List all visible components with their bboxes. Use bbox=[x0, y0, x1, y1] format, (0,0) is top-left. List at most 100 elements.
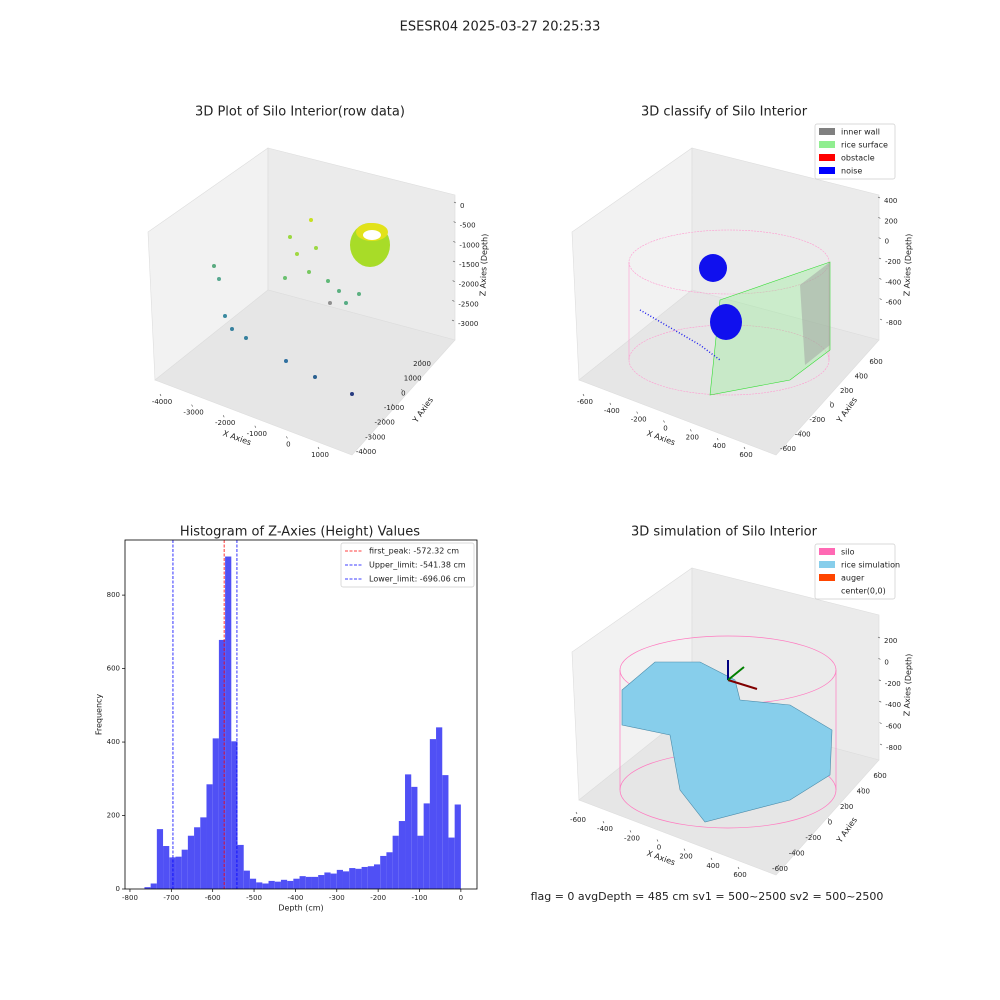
tick-mark bbox=[452, 280, 455, 282]
tick-mark bbox=[844, 802, 846, 805]
x-tick-label: 600 bbox=[739, 451, 752, 459]
x-tick-label: -100 bbox=[412, 894, 428, 902]
hist-bar bbox=[398, 821, 406, 889]
tick-mark bbox=[410, 374, 412, 376]
hist-bar bbox=[355, 868, 362, 889]
z-tick-label: -2500 bbox=[458, 300, 478, 308]
tick-mark bbox=[683, 848, 686, 851]
x-tick-label: -400 bbox=[597, 825, 613, 833]
legend-box bbox=[814, 543, 896, 600]
tick-mark bbox=[452, 260, 456, 263]
y-tick-label: -200 bbox=[809, 416, 825, 424]
x-tick-label: 0 bbox=[657, 844, 661, 852]
hist-bar bbox=[454, 804, 461, 889]
hist-bar bbox=[361, 866, 368, 889]
tick-mark bbox=[391, 403, 394, 406]
plot4-surface bbox=[619, 635, 837, 829]
x-tick-label: -3000 bbox=[183, 409, 203, 417]
hist-bar bbox=[243, 870, 250, 889]
tick-mark bbox=[222, 415, 225, 418]
tick-mark bbox=[609, 402, 612, 405]
legend-label: rice simulation bbox=[841, 561, 900, 570]
x-tick-label: -200 bbox=[631, 416, 647, 424]
tick-mark bbox=[690, 429, 692, 432]
z-tick-label: -1000 bbox=[459, 241, 479, 249]
hist-bar bbox=[163, 846, 170, 889]
hist-bar bbox=[336, 869, 343, 889]
x-tick-label: -400 bbox=[604, 407, 620, 415]
tick-mark bbox=[859, 372, 861, 374]
hist-bar bbox=[200, 817, 207, 889]
hist-bar bbox=[156, 829, 164, 889]
legend-box bbox=[814, 123, 896, 180]
tick-mark bbox=[629, 830, 632, 833]
y-tick-label: -400 bbox=[789, 850, 805, 858]
hist-bar bbox=[342, 871, 350, 889]
legend-label: noise bbox=[841, 167, 862, 176]
z-tick-label: -200 bbox=[885, 680, 901, 688]
legend-swatch bbox=[819, 128, 835, 135]
tick-mark bbox=[373, 433, 375, 435]
hist-bar bbox=[318, 875, 325, 889]
tick-mark bbox=[453, 241, 456, 243]
y-tick-label: 600 bbox=[873, 772, 886, 780]
chart-title: 3D simulation of Silo Interior bbox=[631, 525, 818, 540]
legend-label: obstacle bbox=[841, 154, 875, 163]
tick-mark bbox=[785, 444, 788, 447]
tick-mark bbox=[663, 420, 665, 423]
tick-mark bbox=[382, 418, 384, 420]
z-tick-label: -3000 bbox=[458, 320, 478, 328]
tick-mark bbox=[656, 839, 659, 842]
y-tick-label: -4000 bbox=[356, 448, 376, 456]
hist-bar bbox=[194, 827, 201, 889]
chart-title: Histogram of Z-Axies (Height) Values bbox=[180, 525, 420, 540]
x-tick-label: -600 bbox=[570, 816, 586, 824]
hist-bar bbox=[417, 835, 424, 889]
plot2-points bbox=[628, 229, 831, 396]
legend-label: silo bbox=[841, 548, 855, 557]
y-tick-label: 400 bbox=[857, 788, 870, 796]
tick-mark bbox=[878, 257, 882, 260]
tick-mark bbox=[873, 357, 876, 360]
y-tick-label: 0 bbox=[828, 819, 832, 827]
legend-label: center(0,0) bbox=[841, 587, 886, 596]
hist-bar bbox=[206, 784, 213, 889]
y-tick-label: -2000 bbox=[374, 419, 394, 427]
hist-bar bbox=[386, 852, 393, 889]
y-tick-label: 0 bbox=[401, 389, 405, 397]
y-tick-label: 2000 bbox=[413, 360, 431, 368]
hist-bar bbox=[181, 849, 188, 889]
y-tick-label: 200 bbox=[107, 812, 120, 820]
pane-floor bbox=[154, 289, 456, 456]
hist-bar bbox=[212, 738, 219, 889]
x-tick-label: -200 bbox=[624, 834, 640, 842]
y-tick-label: 400 bbox=[855, 373, 868, 381]
y-tick-label: 200 bbox=[840, 803, 853, 811]
tick-mark bbox=[710, 857, 713, 860]
tick-mark bbox=[191, 404, 193, 407]
y-tick-label: 600 bbox=[107, 665, 120, 673]
hist-bar bbox=[311, 876, 319, 889]
x-tick-label: -600 bbox=[577, 398, 593, 406]
tick-mark bbox=[452, 300, 455, 302]
legend-swatch bbox=[819, 587, 835, 594]
hist-bar bbox=[442, 775, 449, 889]
z-tick-label: -600 bbox=[886, 723, 902, 731]
hist-bar bbox=[256, 882, 263, 889]
x-tick-label: 200 bbox=[686, 433, 699, 441]
tick-mark bbox=[878, 658, 881, 660]
plot1-points bbox=[212, 218, 390, 396]
hist-bar bbox=[237, 844, 244, 889]
y-tick-label: -600 bbox=[780, 445, 796, 453]
x-tick-label: -200 bbox=[370, 894, 386, 902]
hist-bar bbox=[305, 876, 312, 889]
x-tick-label: 0 bbox=[286, 440, 290, 448]
tick-mark bbox=[363, 447, 366, 450]
hist-bar bbox=[268, 880, 275, 889]
legend-label: rice surface bbox=[841, 141, 888, 150]
hist-bar bbox=[225, 556, 232, 889]
tick-mark bbox=[877, 196, 881, 199]
legend-swatch bbox=[819, 167, 835, 174]
y-tick-label: 400 bbox=[107, 738, 120, 746]
x-tick-label: -700 bbox=[163, 894, 179, 902]
